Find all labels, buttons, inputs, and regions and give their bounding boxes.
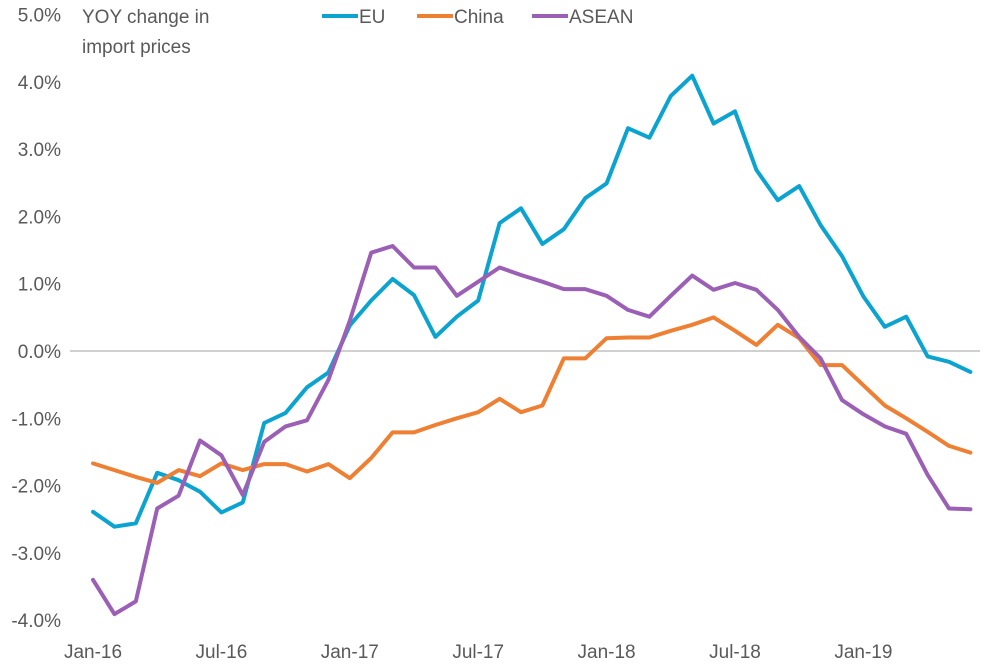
y-tick-label: -3.0% xyxy=(11,544,61,565)
chart-title-line-2: import prices xyxy=(82,37,191,58)
y-tick-label: 0.0% xyxy=(18,342,61,363)
series-line-asean xyxy=(91,244,973,617)
y-tick-label: 1.0% xyxy=(18,275,61,296)
y-tick-label: -4.0% xyxy=(11,611,61,632)
legend-label-china: China xyxy=(454,7,504,28)
x-tick-label: Jan-16 xyxy=(64,642,122,663)
legend-label-eu: EU xyxy=(359,7,385,28)
y-axis: 5.0% 4.0% 3.0% 2.0% 1.0% 0.0% -1.0% -2.0% -3.0% -… xyxy=(11,6,61,633)
y-tick-label: 5.0% xyxy=(18,6,61,27)
series-lines xyxy=(91,73,973,617)
x-tick-label: Jul-16 xyxy=(196,642,248,663)
legend-label-asean: ASEAN xyxy=(569,7,633,28)
legend: EU China ASEAN xyxy=(322,7,633,28)
y-tick-label: 2.0% xyxy=(18,207,61,228)
y-tick-label: -1.0% xyxy=(11,409,61,430)
series-line-eu xyxy=(91,73,973,529)
x-axis: Jan-16 Jul-16 Jan-17 Jul-17 Jan-18 Jul-18 Jan-… xyxy=(64,642,893,663)
y-tick-label: 4.0% xyxy=(18,73,61,94)
x-tick-label: Jan-19 xyxy=(834,642,892,663)
x-tick-label: Jan-17 xyxy=(321,642,379,663)
x-tick-label: Jul-18 xyxy=(709,642,761,663)
x-tick-label: Jul-17 xyxy=(452,642,504,663)
y-tick-label: 3.0% xyxy=(18,140,61,161)
y-tick-label: -2.0% xyxy=(11,477,61,498)
x-tick-label: Jan-18 xyxy=(578,642,636,663)
chart-title-line-1: YOY change in xyxy=(82,7,209,28)
